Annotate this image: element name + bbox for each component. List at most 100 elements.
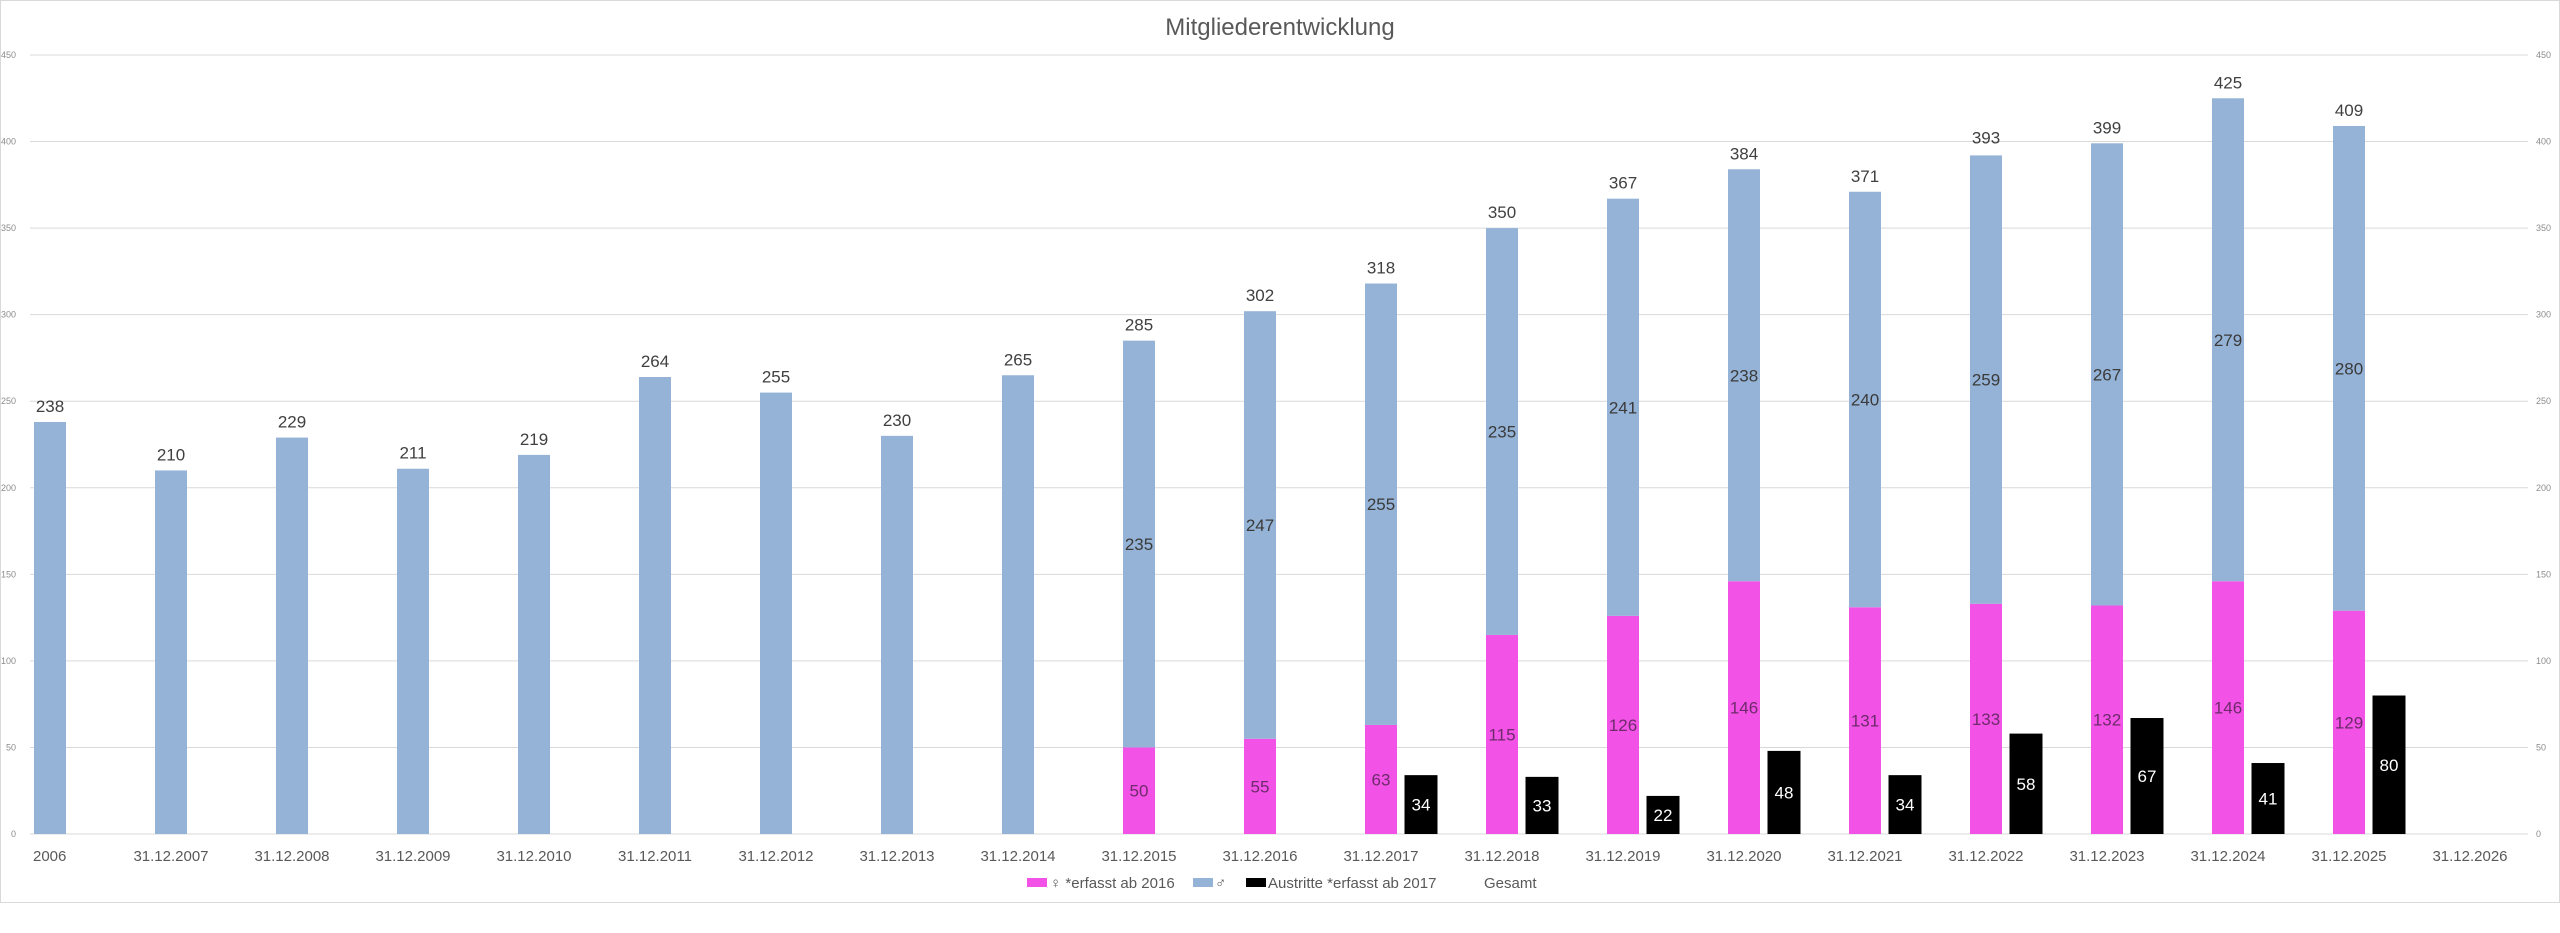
y-tick-label: 50	[6, 742, 16, 752]
data-label-male: 280	[2335, 359, 2363, 378]
bar-exits	[2009, 733, 2043, 834]
data-label-female: 115	[1488, 725, 1515, 744]
x-tick-label: 31.12.2021	[1827, 848, 1902, 865]
x-axis: 2006 31.12.2007 31.12.2008 31.12.2009 31.12.…	[33, 848, 2508, 865]
bar-exits	[1767, 750, 1801, 834]
y-tick-label-right: 350	[2536, 223, 2551, 233]
y-tick-label-right: 250	[2536, 396, 2551, 406]
x-tick-label: 31.12.2008	[254, 848, 329, 865]
data-label-female: 126	[1609, 716, 1637, 735]
bar-female	[1728, 581, 1760, 834]
data-label-total: 371	[1851, 167, 1879, 186]
bar-female	[1244, 738, 1276, 834]
bar-male	[155, 470, 187, 834]
bar-exits	[1888, 775, 1922, 834]
data-label-total: 302	[1246, 286, 1274, 305]
data-label-total: 229	[278, 413, 306, 432]
y-tick-label: 200	[1, 483, 16, 493]
data-label-total: 425	[2214, 73, 2242, 92]
legend-label-total: Gesamt	[1484, 875, 1537, 892]
x-tick-label: 31.12.2013	[859, 848, 934, 865]
data-label-total: 210	[157, 445, 185, 464]
data-label-female: 131	[1851, 712, 1879, 731]
legend: ♀ *erfasst ab 2016 ♂ Austritte *erfasst …	[1027, 875, 1537, 892]
data-label-exits: 34	[1896, 796, 1915, 815]
y-tick-label: 300	[1, 310, 16, 320]
data-label-male: 235	[1125, 535, 1153, 554]
bar-male	[2091, 143, 2123, 606]
data-label-male: 255	[1367, 495, 1395, 514]
bar-male	[2333, 125, 2365, 611]
x-tick-label: 31.12.2009	[375, 848, 450, 865]
x-tick-label: 31.12.2024	[2190, 848, 2265, 865]
data-label-male: 241	[1609, 398, 1637, 417]
data-label-exits: 33	[1533, 796, 1552, 815]
data-label-female: 146	[2214, 699, 2242, 718]
y-tick-label: 0	[11, 829, 16, 839]
legend-label-female: ♀ *erfasst ab 2016	[1050, 875, 1175, 892]
x-tick-label: 31.12.2020	[1706, 848, 1781, 865]
bar-male	[1002, 375, 1034, 834]
data-labels: 238 210 229 211 219 264 255 230 265 50 235 285 55 247…	[36, 73, 2399, 825]
y-tick-label-right: 450	[2536, 50, 2551, 60]
y-tick-label-right: 200	[2536, 483, 2551, 493]
bar-male	[397, 468, 429, 834]
y-axis-right: 0 50 100 150 200 250 300 350 400 450	[2536, 50, 2551, 839]
data-label-female: 50	[1130, 782, 1149, 801]
data-label-male: 238	[1730, 366, 1758, 385]
x-tick-label: 31.12.2012	[738, 848, 813, 865]
bar-female	[1365, 724, 1397, 834]
data-label-total: 409	[2335, 101, 2363, 120]
bar-female	[2212, 581, 2244, 834]
x-tick-label: 31.12.2017	[1343, 848, 1418, 865]
x-tick-label: 31.12.2014	[980, 848, 1055, 865]
bar-female	[2333, 610, 2365, 834]
y-tick-label: 250	[1, 396, 16, 406]
y-tick-label-right: 50	[2536, 742, 2546, 752]
y-tick-label-right: 100	[2536, 656, 2551, 666]
bar-exits	[2130, 718, 2164, 834]
bar-female	[1607, 615, 1639, 834]
data-label-female: 133	[1972, 710, 2000, 729]
bar-female	[1486, 634, 1518, 834]
y-tick-label: 350	[1, 223, 16, 233]
bar-exits	[1525, 776, 1559, 834]
data-label-exits: 41	[2259, 790, 2278, 809]
data-label-exits: 22	[1654, 806, 1673, 825]
x-tick-label: 31.12.2007	[133, 848, 208, 865]
data-label-total: 219	[520, 430, 548, 449]
y-tick-label-right: 400	[2536, 137, 2551, 147]
x-tick-label: 31.12.2019	[1585, 848, 1660, 865]
bar-male	[518, 454, 550, 834]
data-label-male: 240	[1851, 390, 1879, 409]
chart-title: Mitgliederentwicklung	[1165, 14, 1394, 41]
data-label-male: 279	[2214, 331, 2242, 350]
bar-male	[1486, 228, 1518, 635]
bars	[34, 98, 2406, 834]
data-label-female: 132	[2093, 711, 2121, 730]
data-label-total: 318	[1367, 259, 1395, 278]
bar-male	[1970, 155, 2002, 604]
y-tick-label: 100	[1, 656, 16, 666]
bar-male	[760, 392, 792, 834]
legend-swatch-male	[1193, 878, 1213, 887]
legend-label-male: ♂	[1215, 875, 1226, 892]
data-label-total: 367	[1609, 174, 1637, 193]
y-tick-label: 400	[1, 137, 16, 147]
data-label-total: 285	[1125, 316, 1153, 335]
data-label-female: 129	[2335, 713, 2363, 732]
data-label-total: 393	[1972, 129, 2000, 148]
data-label-total: 230	[883, 411, 911, 430]
bar-male	[639, 376, 671, 834]
x-tick-label: 31.12.2011	[618, 848, 692, 865]
bar-female	[1970, 603, 2002, 834]
x-tick-label: 31.12.2016	[1222, 848, 1297, 865]
y-tick-label-right: 150	[2536, 569, 2551, 579]
data-label-total: 384	[1730, 144, 1758, 163]
bar-female	[1123, 747, 1155, 834]
bar-male	[1123, 340, 1155, 748]
bar-exits	[2251, 763, 2285, 834]
data-label-male: 259	[1972, 371, 2000, 390]
data-label-exits: 67	[2138, 767, 2157, 786]
